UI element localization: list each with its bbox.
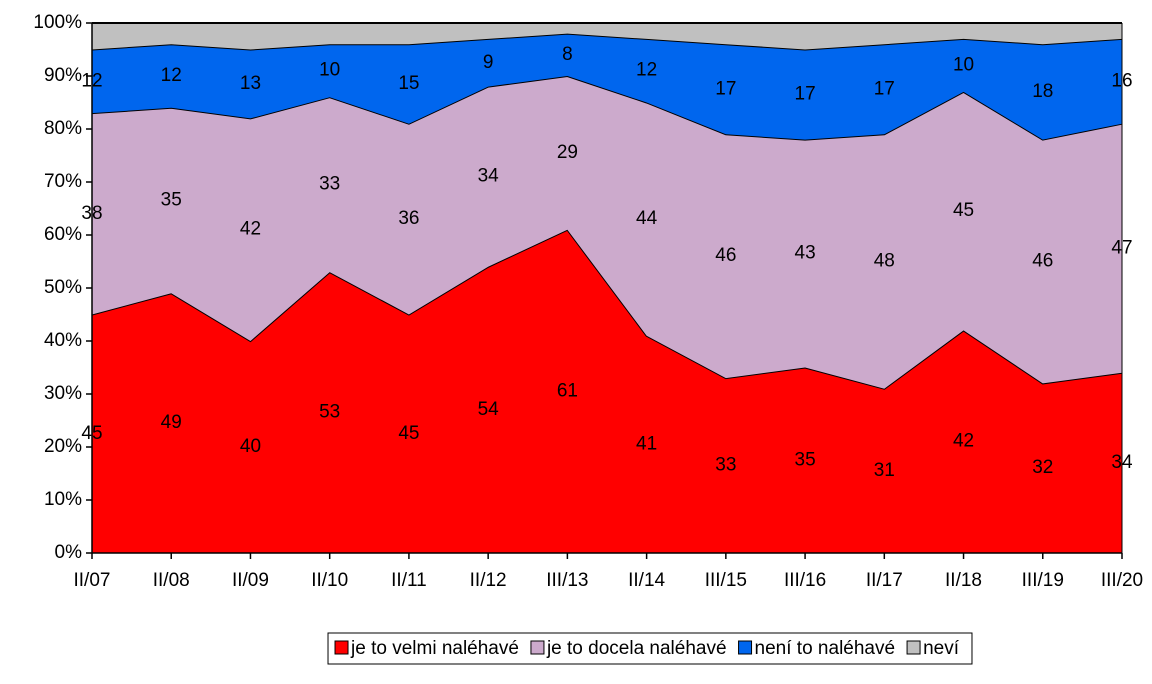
legend-swatch xyxy=(738,640,753,655)
data-label: 12 xyxy=(636,60,657,81)
data-label: 8 xyxy=(562,44,573,65)
data-label: 18 xyxy=(1032,81,1053,102)
data-label: 17 xyxy=(795,84,816,105)
y-tick-label: 40% xyxy=(44,330,82,351)
legend-label: neví xyxy=(923,638,960,659)
area xyxy=(92,33,1122,140)
data-label: 48 xyxy=(874,251,895,272)
x-tick-label: II/09 xyxy=(232,570,269,591)
x-tick-label: II/12 xyxy=(470,570,507,591)
legend-label: je to docela naléhavé xyxy=(546,638,727,659)
data-label: 43 xyxy=(795,243,816,264)
data-label: 32 xyxy=(1032,457,1053,478)
data-label: 31 xyxy=(874,460,895,481)
data-label: 45 xyxy=(398,423,419,444)
y-tick-label: 70% xyxy=(44,171,82,192)
data-label: 53 xyxy=(319,402,340,423)
data-label: 45 xyxy=(953,200,974,221)
data-label: 35 xyxy=(795,449,816,470)
data-label: 44 xyxy=(636,208,658,229)
data-label: 15 xyxy=(398,73,419,94)
area xyxy=(92,229,1122,553)
data-label: 36 xyxy=(398,208,419,229)
data-label: 41 xyxy=(636,433,657,454)
y-tick-label: 30% xyxy=(44,383,82,404)
x-tick-label: III/16 xyxy=(784,570,826,591)
data-label: 46 xyxy=(715,245,736,266)
data-label: 29 xyxy=(557,142,578,163)
legend-label: není to naléhavé xyxy=(755,638,896,659)
x-tick-label: III/20 xyxy=(1101,570,1143,591)
data-label: 42 xyxy=(953,431,974,452)
x-tick-label: II/07 xyxy=(74,570,111,591)
x-tick-label: II/11 xyxy=(391,570,427,591)
y-tick-label: 0% xyxy=(55,542,83,563)
x-tick-label: II/14 xyxy=(628,570,665,591)
legend-swatch xyxy=(334,640,349,655)
y-tick-label: 60% xyxy=(44,224,82,245)
y-tick-label: 20% xyxy=(44,436,82,457)
data-label: 33 xyxy=(319,174,340,195)
data-label: 42 xyxy=(240,219,261,240)
data-label: 46 xyxy=(1032,251,1053,272)
legend: je to velmi naléhavé je to docela naléhav… xyxy=(327,632,973,665)
data-label: 17 xyxy=(715,78,736,99)
x-tick-label: II/17 xyxy=(866,570,903,591)
x-tick-label: II/08 xyxy=(153,570,190,591)
data-label: 61 xyxy=(557,380,578,401)
data-label: 9 xyxy=(483,52,494,73)
data-label: 13 xyxy=(240,73,261,94)
data-label: 54 xyxy=(478,399,500,420)
y-tick-label: 10% xyxy=(44,489,82,510)
data-label: 17 xyxy=(874,78,895,99)
area xyxy=(92,76,1122,389)
x-tick-label: II/10 xyxy=(311,570,348,591)
data-label: 10 xyxy=(953,54,974,75)
legend-box xyxy=(327,632,973,665)
legend-swatch xyxy=(530,640,545,655)
data-label: 33 xyxy=(715,455,736,476)
x-tick-label: II/18 xyxy=(945,570,982,591)
area xyxy=(92,23,1122,50)
x-tick-label: III/15 xyxy=(705,570,747,591)
x-tick-label: III/19 xyxy=(1022,570,1064,591)
data-label: 12 xyxy=(161,65,182,86)
legend-label: je to velmi naléhavé xyxy=(350,638,519,659)
data-label: 35 xyxy=(161,190,182,211)
data-label: 34 xyxy=(478,166,500,187)
data-label: 10 xyxy=(319,60,340,81)
y-tick-label: 80% xyxy=(44,118,82,139)
y-tick-label: 90% xyxy=(44,65,82,86)
x-tick-label: III/13 xyxy=(546,570,588,591)
data-label: 49 xyxy=(161,412,182,433)
y-tick-label: 100% xyxy=(33,12,82,33)
data-label: 40 xyxy=(240,436,261,457)
y-tick-label: 50% xyxy=(44,277,82,298)
legend-swatch xyxy=(906,640,921,655)
